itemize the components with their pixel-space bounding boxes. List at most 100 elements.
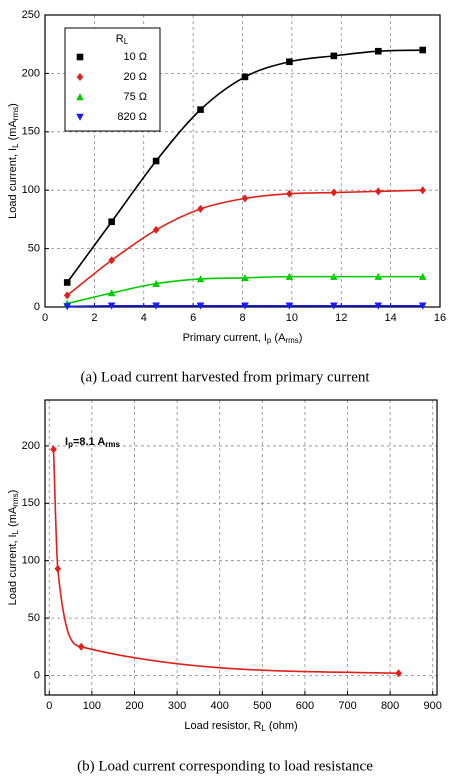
y-tick-label: 250 [22,9,40,21]
marker [63,303,72,311]
x-tick-label: 2 [91,312,97,324]
marker [241,302,249,310]
marker [108,256,115,265]
marker [330,52,338,60]
marker [241,73,249,81]
y-tick-label: 150 [22,126,40,138]
marker [395,669,402,678]
marker [419,186,427,195]
x-tick-label: 100 [83,700,101,712]
marker [108,218,115,226]
series-line [52,449,399,674]
text-part: p [267,336,272,345]
x-tick-label: 800 [381,700,399,712]
marker [330,188,338,197]
y-tick-label: 150 [22,497,40,509]
legend-marker [76,73,84,81]
marker [374,187,382,196]
marker [418,272,427,280]
marker [197,204,204,213]
x-tick-label: 900 [424,700,442,712]
y-tick-label: 100 [22,555,40,567]
x-tick-label: 700 [338,700,356,712]
legend-label: 10 Ω [123,51,147,63]
marker [196,302,205,310]
legend-marker [76,53,84,61]
marker [285,302,294,310]
x-tick-label: 4 [141,312,147,324]
x-tick-label: 200 [125,700,143,712]
text-part: ) [7,490,19,494]
text-part: Load current, I [7,534,19,605]
text-part: (A [271,332,286,344]
legend-marker [76,113,84,121]
marker [197,106,204,113]
marker [330,272,338,280]
x-tick-label: 300 [168,700,186,712]
text-part: I [65,436,68,448]
marker [63,291,71,300]
x-tick-label: 8 [239,312,245,324]
marker [54,564,62,573]
text-part: L [261,724,266,733]
y-tick-label: 50 [28,612,40,624]
text-part: (mA [7,120,19,144]
x-tick-label: 12 [335,312,347,324]
y-tick-label: 50 [28,243,40,255]
text-part: rms [105,440,120,449]
x-tick-label: 0 [42,312,48,324]
plot-frame [44,14,441,308]
marker [107,289,116,297]
marker [418,302,427,310]
marker [285,272,294,280]
marker [63,279,71,286]
marker [152,279,160,287]
caption: (a) Load current harvested from primary … [80,369,370,385]
text-part: rms [285,336,298,345]
marker [241,274,249,282]
text-part: =8.1 A [73,436,105,448]
x-tick-label: 600 [296,700,314,712]
plot-area [45,400,437,695]
text-part: ) [299,332,303,344]
text-part: Primary current, I [183,332,267,344]
marker [152,302,160,310]
y-axis-label: Load current, IL (mArms) [7,490,20,606]
marker [152,225,160,234]
text-part: ) [7,103,19,107]
text-part: Load current, I [7,148,19,219]
marker [419,46,427,54]
text-part: Load resistor, R [184,720,261,732]
text-part: L [11,529,20,534]
x-tick-label: 16 [434,312,446,324]
plot-frame [44,399,438,696]
text-part: p [68,440,73,449]
x-tick-label: 6 [190,312,196,324]
marker [241,194,249,203]
marker [196,275,205,283]
x-tick-label: 10 [286,312,298,324]
marker [286,58,293,66]
caption: (b) Load current corresponding to load r… [77,758,373,774]
y-tick-label: 0 [34,301,40,313]
text-part: R [116,33,124,45]
marker [107,302,116,310]
legend-label: 20 Ω [123,71,147,83]
marker [286,189,293,198]
y-tick-label: 0 [34,669,40,681]
x-axis-label: Load resistor, RL (ohm) [184,720,297,733]
marker [50,445,57,454]
y-tick-label: 100 [22,184,40,196]
annotation: Ip=8.1 Arms [65,436,120,449]
x-axis-label: Primary current, Ip (Arms) [183,332,303,345]
legend-title: RL [116,33,129,46]
text-part: (ohm) [266,720,298,732]
text-part: L [11,143,20,148]
x-tick-label: 14 [385,312,397,324]
marker [374,47,382,55]
x-tick-label: 500 [253,700,271,712]
legend-marker [76,93,84,101]
marker [77,642,85,651]
y-tick-label: 200 [22,440,40,452]
